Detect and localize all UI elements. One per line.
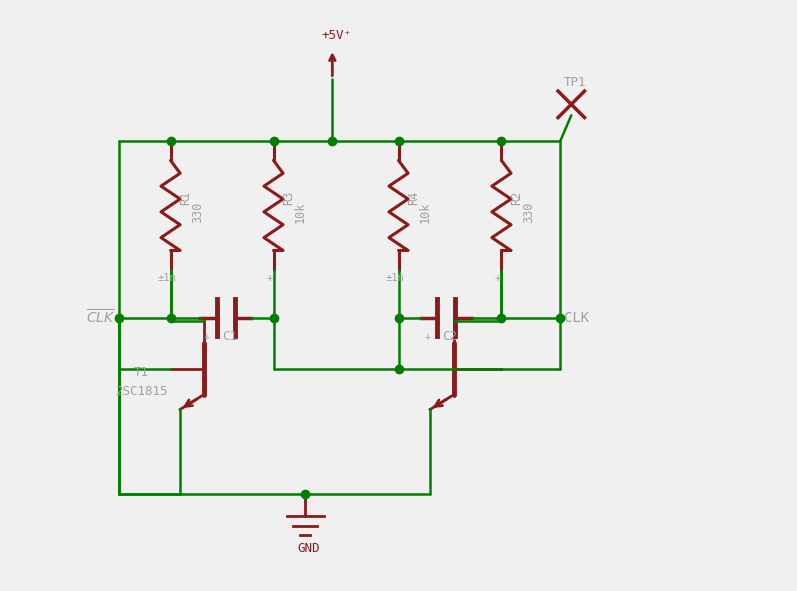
Text: +: + bbox=[267, 273, 273, 283]
Text: R1: R1 bbox=[179, 191, 192, 205]
Text: 10k: 10k bbox=[419, 202, 432, 223]
Text: 2SC1815: 2SC1815 bbox=[116, 385, 168, 398]
Text: +: + bbox=[495, 273, 501, 283]
Text: +5V⁺: +5V⁺ bbox=[321, 29, 351, 42]
Text: C2: C2 bbox=[442, 330, 457, 343]
Text: R4: R4 bbox=[407, 191, 420, 205]
Text: ±1n: ±1n bbox=[386, 273, 404, 283]
Text: CLK: CLK bbox=[564, 310, 589, 324]
Text: +: + bbox=[424, 332, 430, 342]
Text: TP1: TP1 bbox=[563, 76, 587, 89]
Text: R2: R2 bbox=[510, 191, 524, 205]
Text: +: + bbox=[204, 332, 210, 342]
Text: GND: GND bbox=[297, 542, 320, 555]
Text: 10k: 10k bbox=[294, 202, 307, 223]
Text: R3: R3 bbox=[282, 191, 296, 205]
Text: ±1n: ±1n bbox=[158, 273, 176, 283]
Text: C1: C1 bbox=[222, 330, 237, 343]
Text: $\overline{CLK}$: $\overline{CLK}$ bbox=[86, 309, 116, 327]
Text: T1: T1 bbox=[134, 366, 149, 379]
Text: 330: 330 bbox=[191, 202, 204, 223]
Text: 330: 330 bbox=[522, 202, 535, 223]
